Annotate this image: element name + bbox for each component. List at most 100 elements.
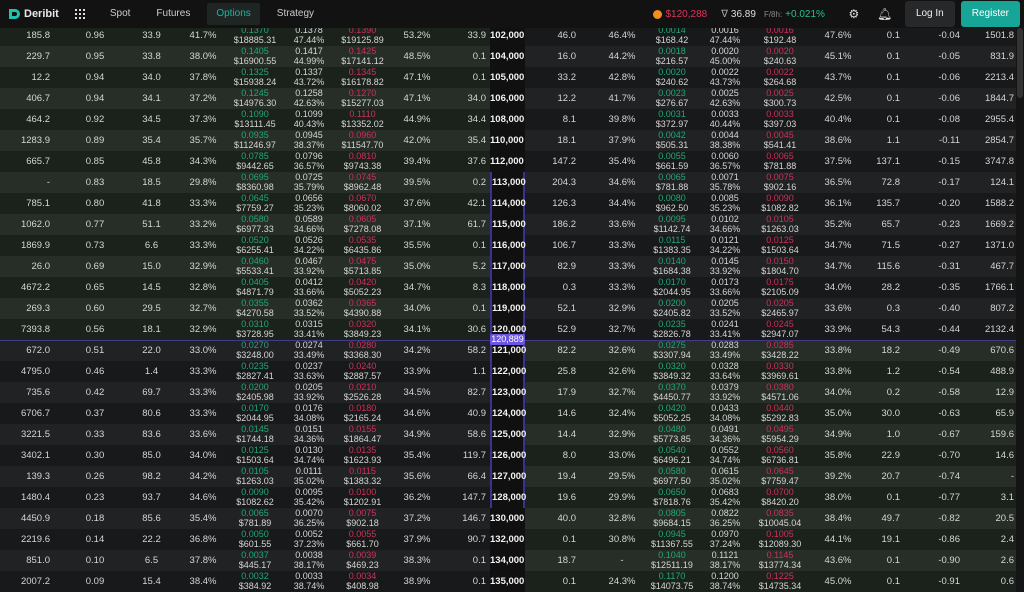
call-side[interactable] — [0, 277, 490, 298]
call-ask[interactable]: 0.1110 $13352.02 — [336, 109, 389, 130]
call-bid[interactable]: 0.0580 $6977.33 — [228, 214, 282, 235]
call-bid[interactable]: 0.0065 $781.89 — [228, 508, 282, 529]
put-side[interactable] — [525, 340, 1016, 361]
put-bid[interactable]: 0.0055 $661.59 — [646, 151, 698, 172]
put-ask[interactable]: 0.0175 $2105.09 — [752, 277, 808, 298]
call-ask[interactable]: 0.0420 $5052.23 — [336, 277, 389, 298]
put-bid[interactable]: 0.0170 $2044.95 — [646, 277, 698, 298]
put-ask[interactable]: 0.0835 $10045.04 — [752, 508, 808, 529]
put-side[interactable] — [525, 25, 1016, 46]
put-side[interactable] — [525, 403, 1016, 424]
put-bid[interactable]: 0.1170 $14073.75 — [646, 571, 698, 592]
put-bid[interactable]: 0.0023 $276.67 — [646, 88, 698, 109]
put-ask[interactable]: 0.0245 $2947.07 — [752, 319, 808, 340]
put-bid[interactable]: 0.0580 $6977.50 — [646, 466, 698, 487]
call-bid[interactable]: 0.0050 $601.55 — [228, 529, 282, 550]
deribit-logo[interactable]: Deribit — [7, 7, 59, 21]
option-row[interactable]: 26.0 0.69 15.0 32.9% 0.0460 $5533.41 0.0467 33.… — [0, 256, 1016, 277]
option-row[interactable]: 464.2 0.92 34.5 37.3% 0.1090 $13111.45 0.1099 4… — [0, 109, 1016, 130]
put-bid[interactable]: 0.0042 $505.31 — [646, 130, 698, 151]
put-side[interactable] — [525, 382, 1016, 403]
call-bid[interactable]: 0.0037 $445.17 — [228, 550, 282, 571]
option-row[interactable]: 735.6 0.42 69.7 33.3% 0.0200 $2405.98 0.0205 33… — [0, 382, 1016, 403]
call-bid[interactable]: 0.0200 $2405.98 — [228, 382, 282, 403]
put-side[interactable] — [525, 298, 1016, 319]
option-row[interactable]: 4450.9 0.18 85.6 35.4% 0.0065 $781.89 0.0070 36… — [0, 508, 1016, 529]
apps-grid-icon[interactable] — [74, 9, 85, 19]
call-side[interactable] — [0, 25, 490, 46]
register-button[interactable]: Register — [960, 1, 1020, 27]
call-ask[interactable]: 0.0034 $408.98 — [336, 571, 389, 592]
call-bid[interactable]: 0.0935 $11246.97 — [228, 130, 282, 151]
put-ask[interactable]: 0.0150 $1804.70 — [752, 256, 808, 277]
call-side[interactable] — [0, 403, 490, 424]
call-ask[interactable]: 0.1425 $17141.12 — [336, 46, 389, 67]
put-ask[interactable]: 0.0090 $1082.82 — [752, 193, 808, 214]
put-bid[interactable]: 0.0320 $3849.32 — [646, 361, 698, 382]
call-side[interactable] — [0, 46, 490, 67]
put-ask[interactable]: 0.0033 $397.03 — [752, 109, 808, 130]
option-row[interactable]: 406.7 0.94 34.1 37.2% 0.1245 $14976.30 0.1258 4… — [0, 88, 1016, 109]
call-side[interactable] — [0, 382, 490, 403]
put-ask[interactable]: 0.0380 $4571.06 — [752, 382, 808, 403]
call-side[interactable] — [0, 529, 490, 550]
put-side[interactable] — [525, 319, 1016, 340]
put-bid[interactable]: 0.0945 $11367.55 — [646, 529, 698, 550]
put-ask[interactable]: 0.0125 $1503.64 — [752, 235, 808, 256]
put-bid[interactable]: 0.0014 $168.42 — [646, 25, 698, 46]
put-bid[interactable]: 0.0420 $5052.25 — [646, 403, 698, 424]
put-side[interactable] — [525, 529, 1016, 550]
put-bid[interactable]: 0.0235 $2826.78 — [646, 319, 698, 340]
call-side[interactable] — [0, 445, 490, 466]
gear-icon[interactable]: ⚙ — [848, 7, 860, 21]
put-ask[interactable]: 0.0645 $7759.47 — [752, 466, 808, 487]
call-ask[interactable]: 0.0475 $5713.85 — [336, 256, 389, 277]
call-side[interactable] — [0, 193, 490, 214]
put-bid[interactable]: 0.0370 $4450.77 — [646, 382, 698, 403]
put-ask[interactable]: 0.0016 $192.48 — [752, 25, 808, 46]
put-side[interactable] — [525, 445, 1016, 466]
option-row[interactable]: 4795.0 0.46 1.4 33.3% 0.0235 $2827.41 0.0237 33… — [0, 361, 1016, 382]
put-bid[interactable]: 0.0115 $1383.35 — [646, 235, 698, 256]
option-row[interactable]: 6706.7 0.37 80.6 33.3% 0.0170 $2044.95 0.0176 3… — [0, 403, 1016, 424]
call-side[interactable] — [0, 130, 490, 151]
nav-spot[interactable]: Spot — [109, 8, 131, 19]
nav-options[interactable]: Options — [207, 3, 260, 25]
put-ask[interactable]: 0.0330 $3969.61 — [752, 361, 808, 382]
bell-icon[interactable]: 🔔︎ — [876, 7, 893, 21]
call-ask[interactable]: 0.0155 $1864.47 — [336, 424, 389, 445]
put-bid[interactable]: 0.0480 $5773.85 — [646, 424, 698, 445]
put-ask[interactable]: 0.0020 $240.63 — [752, 46, 808, 67]
call-bid[interactable]: 0.0170 $2044.95 — [228, 403, 282, 424]
put-ask[interactable]: 0.0440 $5292.83 — [752, 403, 808, 424]
call-bid[interactable]: 0.1405 $16900.55 — [228, 46, 282, 67]
call-ask[interactable]: 0.0320 $3849.23 — [336, 319, 389, 340]
put-side[interactable] — [525, 67, 1016, 88]
call-bid[interactable]: 0.0310 $3728.95 — [228, 319, 282, 340]
call-bid[interactable]: 0.0785 $9442.65 — [228, 151, 282, 172]
call-ask[interactable]: 0.0055 $661.70 — [336, 529, 389, 550]
nav-strategy[interactable]: Strategy — [276, 8, 315, 19]
put-side[interactable] — [525, 424, 1016, 445]
call-bid[interactable]: 0.0695 $8360.98 — [228, 172, 282, 193]
option-row[interactable]: 4672.2 0.65 14.5 32.8% 0.0405 $4871.79 0.0412 3… — [0, 277, 1016, 298]
option-row[interactable]: 139.3 0.26 98.2 34.2% 0.0105 $1263.03 0.0111 35… — [0, 466, 1016, 487]
login-button[interactable]: Log In — [904, 1, 955, 27]
put-ask[interactable]: 0.0560 $6736.81 — [752, 445, 808, 466]
call-ask[interactable]: 0.1270 $15277.03 — [336, 88, 389, 109]
put-side[interactable] — [525, 172, 1016, 193]
call-ask[interactable]: 0.1390 $19125.89 — [336, 25, 389, 46]
call-side[interactable] — [0, 508, 490, 529]
put-side[interactable] — [525, 550, 1016, 571]
call-bid[interactable]: 0.0355 $4270.58 — [228, 298, 282, 319]
call-ask[interactable]: 0.0100 $1202.91 — [336, 487, 389, 508]
call-side[interactable] — [0, 256, 490, 277]
option-row[interactable]: 269.3 0.60 29.5 32.7% 0.0355 $4270.58 0.0362 33… — [0, 298, 1016, 319]
call-side[interactable] — [0, 298, 490, 319]
put-ask[interactable]: 0.0045 $541.41 — [752, 130, 808, 151]
option-row[interactable]: 851.0 0.10 6.5 37.8% 0.0037 $445.17 0.0038 38.1… — [0, 550, 1016, 571]
call-bid[interactable]: 0.0032 $384.92 — [228, 571, 282, 592]
call-ask[interactable]: 0.0960 $11547.70 — [336, 130, 389, 151]
option-row[interactable]: 665.7 0.85 45.8 34.3% 0.0785 $9442.65 0.0796 36… — [0, 151, 1016, 172]
call-ask[interactable]: 0.0535 $6435.86 — [336, 235, 389, 256]
